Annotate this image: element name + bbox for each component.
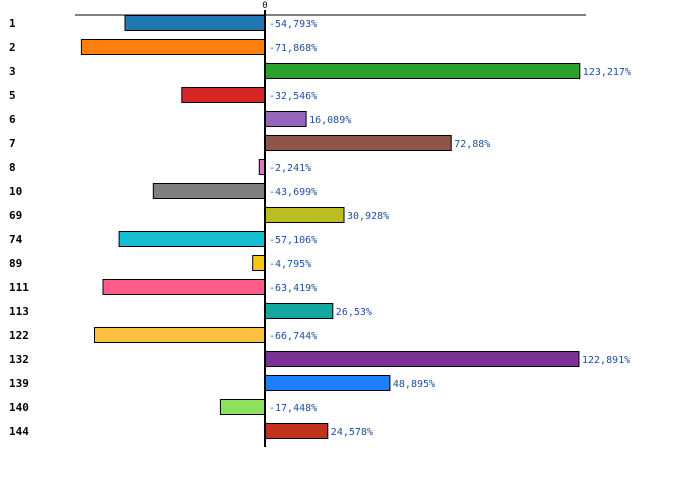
value-label-69: 30,928%: [347, 211, 389, 222]
value-label-2: -71,868%: [269, 43, 317, 54]
category-label-74: 74: [9, 233, 23, 246]
category-label-8: 8: [9, 161, 16, 174]
value-label-111: -63,419%: [269, 283, 317, 294]
value-label-144: 24,578%: [331, 427, 373, 438]
value-label-3: 123,217%: [583, 67, 631, 78]
value-label-8: -2,241%: [269, 163, 311, 174]
category-label-5: 5: [9, 89, 16, 102]
value-labels-group: -54,793% -71,868% 123,217% -32,546% 16,089% 7…: [269, 19, 631, 438]
bar-6: [264, 111, 307, 127]
bar-3: [264, 63, 581, 79]
category-label-1: 1: [9, 17, 16, 30]
value-label-5: -32,546%: [269, 91, 317, 102]
bar-1: [124, 15, 266, 31]
bar-74: [118, 231, 266, 247]
category-label-3: 3: [9, 65, 16, 78]
bars-group: [80, 15, 581, 439]
bar-7: [264, 135, 452, 151]
category-label-69: 69: [9, 209, 22, 222]
bar-140: [219, 399, 266, 415]
bar-89: [252, 255, 266, 271]
bar-69: [264, 207, 345, 223]
category-label-6: 6: [9, 113, 16, 126]
category-label-140: 140: [9, 401, 29, 414]
zero-tick-label: 0: [262, 1, 267, 11]
category-label-139: 139: [9, 377, 29, 390]
category-label-144: 144: [9, 425, 29, 438]
value-label-122: -66,744%: [269, 331, 317, 342]
value-label-113: 26,53%: [336, 307, 372, 318]
category-labels-group: 1 2 3 5 6 7 8 10 69 74 89 111 113 122 132 139 140 144: [9, 17, 29, 438]
bar-10: [152, 183, 266, 199]
category-label-89: 89: [9, 257, 22, 270]
category-label-10: 10: [9, 185, 22, 198]
bar-5: [181, 87, 266, 103]
bar-132: [264, 351, 580, 367]
bar-139: [264, 375, 391, 391]
bar-111: [102, 279, 266, 295]
value-label-89: -4,795%: [269, 259, 311, 270]
category-label-2: 2: [9, 41, 16, 54]
bar-113: [264, 303, 334, 319]
category-label-113: 113: [9, 305, 29, 318]
category-label-132: 132: [9, 353, 29, 366]
value-label-7: 72,88%: [454, 139, 490, 150]
bar-2: [80, 39, 266, 55]
bar-122: [94, 327, 266, 343]
category-label-7: 7: [9, 137, 16, 150]
value-label-139: 48,895%: [393, 379, 435, 390]
bar-144: [264, 423, 329, 439]
value-label-6: 16,089%: [309, 115, 351, 126]
category-label-111: 111: [9, 281, 29, 294]
value-label-132: 122,891%: [582, 355, 630, 366]
value-label-140: -17,448%: [269, 403, 317, 414]
category-label-122: 122: [9, 329, 29, 342]
value-label-74: -57,106%: [269, 235, 317, 246]
value-label-1: -54,793%: [269, 19, 317, 30]
value-label-10: -43,699%: [269, 187, 317, 198]
